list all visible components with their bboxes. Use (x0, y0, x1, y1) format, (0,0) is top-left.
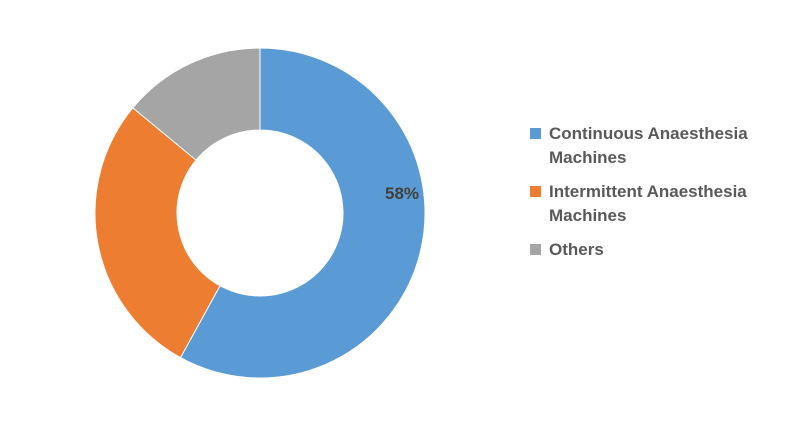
legend-item: Continuous Anaesthesia Machines (530, 122, 790, 170)
donut-slice (179, 47, 426, 379)
legend-swatch (530, 186, 541, 197)
legend-item: Intermittent Anaesthesia Machines (530, 180, 790, 228)
legend-swatch (530, 128, 541, 139)
legend-label: Intermittent Anaesthesia Machines (549, 182, 747, 225)
legend-item: Others (530, 238, 790, 262)
legend-label: Others (549, 240, 604, 259)
legend-label: Continuous Anaesthesia Machines (549, 124, 748, 167)
legend-swatch (530, 244, 541, 255)
donut-slice (94, 107, 221, 359)
legend: Continuous Anaesthesia Machines Intermitt… (530, 122, 790, 272)
donut-slice (132, 47, 261, 161)
data-label: 58% (385, 184, 419, 203)
